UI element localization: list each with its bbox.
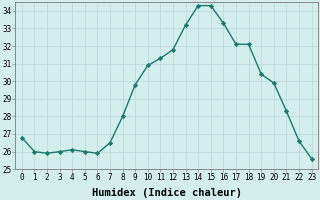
X-axis label: Humidex (Indice chaleur): Humidex (Indice chaleur) [92,188,242,198]
